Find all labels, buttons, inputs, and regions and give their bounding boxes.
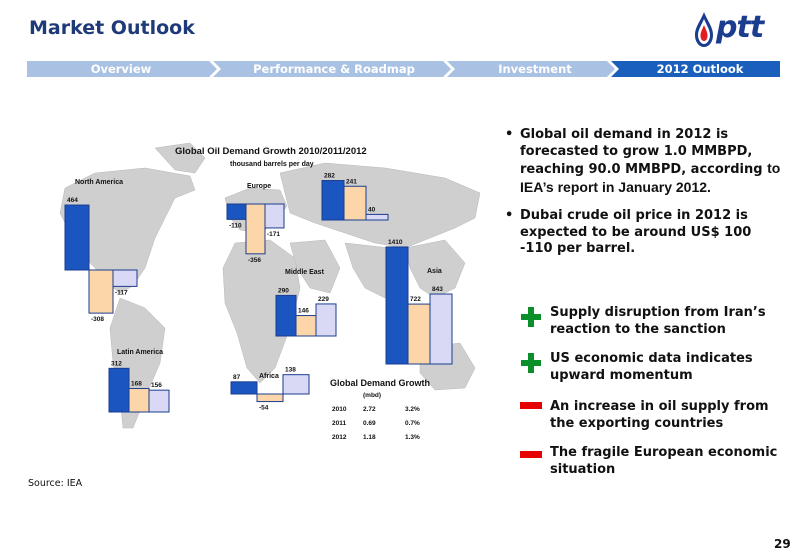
bullet-demand: Global oil demand in 2012 is forecasted … — [505, 127, 785, 197]
demand-bar — [226, 203, 247, 220]
bullet-demand-emph: to IEA’s report in January 2012. — [520, 160, 781, 195]
factor-oil-supply: An increase in oil supply from the expor… — [550, 399, 769, 431]
world-map-land — [59, 142, 481, 429]
demand-bar — [112, 269, 138, 287]
bar-value-label: 40 — [368, 206, 376, 213]
bar-value-label: 722 — [410, 296, 421, 303]
region-label: Europe — [247, 183, 271, 190]
region-label: Asia — [427, 268, 442, 275]
source-note: Source: IEA — [28, 478, 83, 489]
table-unit: (mbd) — [363, 392, 381, 399]
bar-value-label: 156 — [151, 382, 162, 389]
bar-value-label: -117 — [115, 289, 128, 296]
factor-us-economy: US economic data indicates upward moment… — [550, 351, 753, 383]
bar-value-label: 241 — [346, 178, 357, 185]
demand-bar — [230, 381, 258, 395]
factor-iran: Supply disruption from Iran’s reaction t… — [550, 305, 766, 337]
demand-bar — [407, 303, 431, 365]
bar-value-label: -356 — [248, 257, 261, 264]
bar-value-label: 290 — [278, 287, 289, 294]
demand-bar — [128, 387, 150, 413]
table-row-pct: 0.7% — [405, 420, 420, 427]
page-number: 29 — [774, 537, 791, 551]
tab-performance-roadmap[interactable]: Performance & Roadmap — [253, 62, 415, 76]
bar-value-label: -54 — [259, 405, 269, 412]
bullet-demand-text: Global oil demand in 2012 is forecasted … — [520, 127, 763, 177]
demand-bar — [148, 389, 170, 413]
region-label: Latin America — [117, 349, 163, 356]
bar-value-label: 87 — [233, 374, 241, 381]
logo-text: ptt — [716, 10, 764, 45]
minus-icon — [520, 402, 542, 409]
table-row-value: 2.72 — [363, 406, 376, 413]
table-row-value: 0.69 — [363, 420, 376, 427]
table-row-year: 2012 — [332, 434, 347, 441]
table-row-year: 2011 — [332, 420, 346, 427]
table-row-pct: 3.2% — [405, 406, 420, 413]
table-row-value: 1.18 — [363, 434, 376, 441]
bullet-price-text: Dubai crude oil price in 2012 is expecte… — [520, 208, 752, 256]
map-subtitle: thousand barrels per day — [230, 161, 314, 168]
demand-bar — [88, 269, 114, 314]
region-label: North America — [75, 179, 123, 186]
table-title: Global Demand Growth — [330, 378, 430, 388]
demand-bar — [343, 185, 367, 221]
bar-value-label: -110 — [229, 222, 242, 229]
bar-value-label: 138 — [285, 367, 296, 374]
bar-value-label: 168 — [131, 380, 142, 387]
tab-overview[interactable]: Overview — [90, 62, 152, 76]
demand-growth-map: Global Oil Demand Growth 2010/2011/2012 … — [59, 142, 481, 441]
bullet-price: Dubai crude oil price in 2012 is expecte… — [505, 208, 785, 258]
demand-bar — [365, 213, 389, 221]
bar-value-label: 312 — [111, 360, 122, 367]
plus-icon — [521, 307, 541, 327]
bar-value-label: 464 — [67, 197, 78, 204]
demand-bar — [245, 203, 266, 255]
tab-performance-bg — [213, 61, 451, 77]
demand-bar — [385, 246, 409, 365]
page-title: Market Outlook — [29, 17, 195, 39]
tab-2012-outlook-bg — [611, 61, 780, 77]
region-label: Middle East — [285, 269, 325, 276]
region-label: Africa — [259, 373, 279, 380]
tab-investment[interactable]: Investment — [498, 62, 572, 76]
table-row-pct: 1.3% — [405, 434, 420, 441]
bar-value-label: -308 — [91, 316, 104, 323]
demand-bar — [282, 374, 310, 395]
demand-bar — [429, 293, 453, 365]
demand-bar — [295, 315, 317, 337]
demand-bar — [315, 303, 337, 337]
demand-bar — [275, 294, 297, 337]
bar-value-label: 282 — [324, 173, 335, 180]
bar-value-label: 229 — [318, 296, 329, 303]
minus-icon — [520, 451, 542, 458]
demand-bar — [108, 367, 130, 413]
plus-icon — [521, 353, 541, 373]
demand-bar — [321, 180, 345, 221]
factor-europe: The fragile European economic situation — [550, 445, 778, 477]
key-points: Global oil demand in 2012 is forecasted … — [505, 127, 785, 269]
bar-value-label: 146 — [298, 308, 309, 315]
bar-value-label: 1410 — [388, 239, 403, 246]
table-row-year: 2010 — [332, 406, 347, 413]
bar-value-label: -171 — [267, 231, 280, 238]
demand-growth-table: Global Demand Growth (mbd) 2010 2.72 3.2… — [330, 378, 430, 441]
tab-investment-bg — [447, 61, 615, 77]
tab-2012-outlook[interactable]: 2012 Outlook — [656, 62, 744, 76]
ptt-logo-icon — [695, 12, 713, 47]
demand-bar — [264, 203, 285, 229]
nav-bar — [27, 61, 780, 77]
demand-bar — [64, 204, 90, 271]
bar-value-label: 843 — [432, 286, 443, 293]
tab-overview-bg — [27, 61, 217, 77]
map-title: Global Oil Demand Growth 2010/2011/2012 — [175, 146, 367, 157]
demand-bar — [256, 393, 284, 403]
